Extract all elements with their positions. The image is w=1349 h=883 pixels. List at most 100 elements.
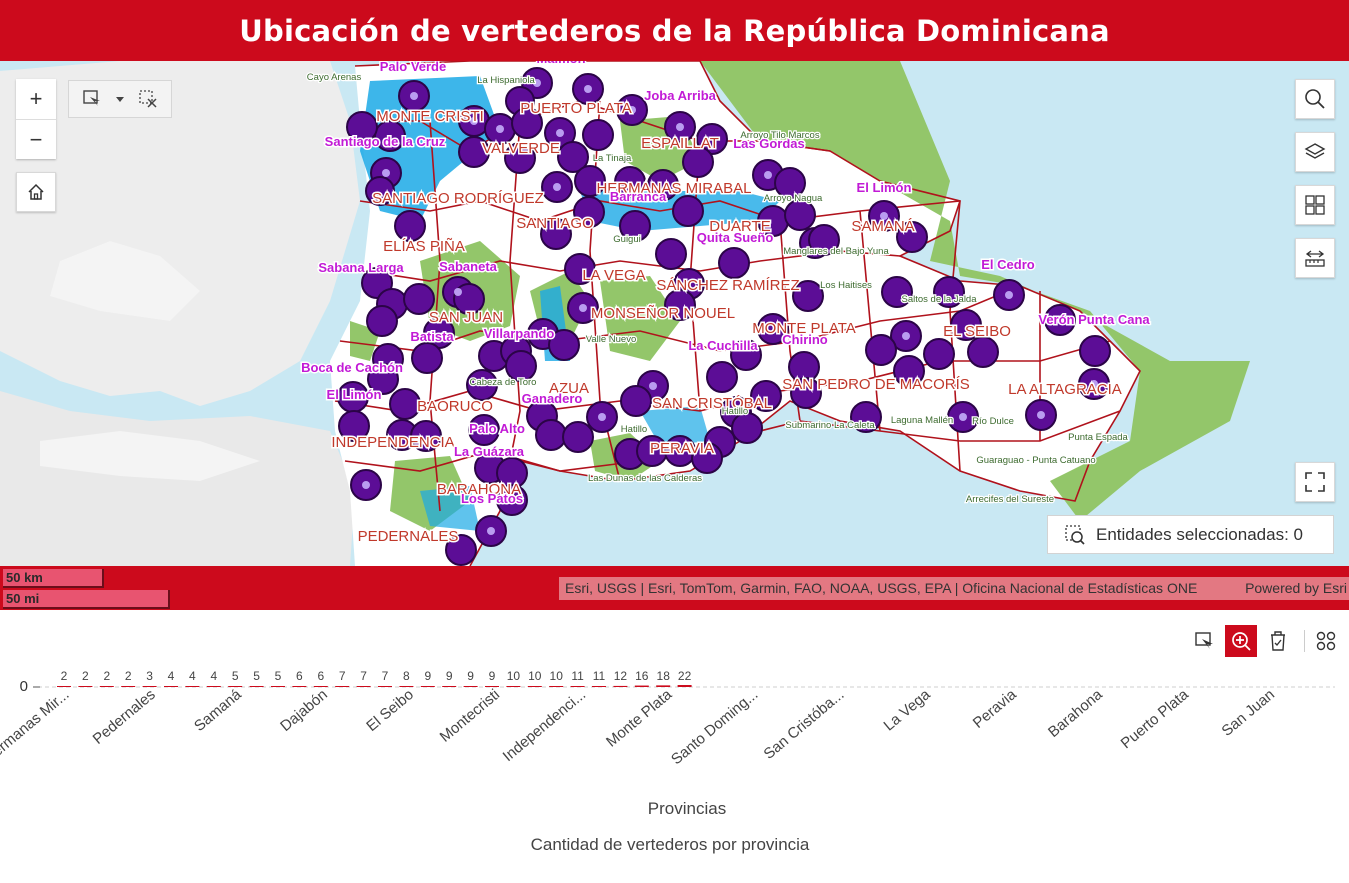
chart-bar[interactable] [185,686,200,687]
scale-km: 50 km [3,569,104,588]
place-label: Maimón [536,61,585,66]
basemap-gallery-button[interactable] [1295,185,1335,225]
chart-bar[interactable] [506,686,521,687]
chart-bar[interactable] [313,686,328,687]
chart-more-options-button[interactable] [1310,625,1342,657]
chart-bar[interactable] [592,686,606,687]
chart-bar[interactable] [399,686,414,687]
area-label: Submarino La Caleta [785,420,875,431]
clear-selection-icon[interactable] [138,89,158,109]
chart-bar[interactable] [335,686,350,687]
selected-features-box[interactable]: Entidades seleccionadas: 0 [1047,515,1334,554]
bar-value-label: 8 [403,669,410,683]
home-icon [28,183,44,200]
chart-bar[interactable] [378,686,392,687]
fullscreen-button[interactable] [1295,462,1335,502]
bar-value-label: 2 [125,669,132,683]
bar-value-label: 10 [528,669,542,683]
chart-bar[interactable] [570,686,585,687]
chart-bar[interactable] [442,686,457,687]
powered-by-link[interactable]: Powered by Esri [1245,580,1347,596]
zoom-control: + − [16,79,56,159]
bar-value-label: 10 [507,669,521,683]
chart-bar[interactable] [527,686,542,687]
x-tick-label: Montecristi [437,686,503,746]
province-label: EL SEIBO [943,323,1011,340]
x-tick-label: Santo Doming... [668,686,761,768]
area-label: Hatillo [722,406,748,417]
chart-bar[interactable] [549,686,564,687]
map-view[interactable]: MONTE CRISTI PUERTO PLATA VALVERDE ESPAI… [0,61,1349,566]
chart-bar[interactable] [356,686,371,687]
chart-bar[interactable] [271,686,285,687]
chart-bar[interactable] [463,686,478,687]
area-label: Arroyo Tilo Marcos [740,130,819,141]
layers-button[interactable] [1295,132,1335,172]
chart-bar[interactable] [228,686,243,687]
chart-bar[interactable] [420,686,435,687]
place-label: La Cuchilla [688,338,758,353]
province-label: VALVERDE [482,140,560,157]
chart-bar[interactable] [121,686,136,687]
bar-value-label: 5 [253,669,260,683]
chart-select-button[interactable] [1188,625,1220,657]
chart-clear-selection-button[interactable] [1262,625,1294,657]
place-label: Los Patos [461,491,523,506]
chart-panel [0,610,1349,883]
area-label: Guigui [613,234,640,245]
place-label: Barranca [610,189,667,204]
map-attribution[interactable]: Esri, USGS | Esri, TomTom, Garmin, FAO, … [559,577,1349,600]
bar-value-label: 5 [232,669,239,683]
search-button[interactable] [1295,79,1335,119]
x-axis-title: Provincias [648,799,726,818]
chart-bar[interactable] [142,686,157,687]
province-label: PERAVIA [650,440,714,457]
chart-bar[interactable] [249,686,264,687]
chart-bar[interactable] [485,686,499,687]
app-header: Ubicación de vertederos de la República … [0,0,1349,61]
zoom-to-selection-icon [1232,632,1251,651]
province-label: SANTIAGO [516,215,594,232]
area-label: Hatillo [621,424,647,435]
chart-bar[interactable] [656,685,671,687]
measure-button[interactable] [1295,238,1335,278]
x-tick-label: Peravia [970,686,1020,732]
chart-bar[interactable] [164,686,178,687]
chart-bar[interactable] [78,686,93,687]
x-tick-label: Hermanas Mir... [0,686,73,767]
zoom-in-button[interactable]: + [29,86,43,111]
selection-toolbar [68,80,172,118]
province-label: SAN CRISTÓBAL [652,395,772,412]
chart-bar[interactable] [292,686,307,687]
chart-title: Cantidad de vertederos por provincia [531,835,810,854]
bar-value-label: 4 [210,669,217,683]
chart-bar[interactable] [57,686,71,687]
bar-value-label: 3 [146,669,153,683]
chart-bar[interactable] [634,685,649,687]
zoom-out-button[interactable]: − [16,119,56,159]
chevron-down-icon[interactable] [115,94,125,104]
province-label: MONTE PLATA [752,320,856,337]
bar-value-label: 2 [61,669,68,683]
chart-bar[interactable] [613,685,628,687]
bar-chart[interactable]: 0 2 2 2 2 3 4 4 4 5 5 5 6 6 7 7 7 8 9 9 9 9 10 10 10 11 11 12 16 18 2… [0,610,1349,883]
select-by-rectangle-icon[interactable] [82,89,102,109]
place-label: Ganadero [522,391,583,406]
place-label: El Limón [857,180,912,195]
province-label: ELÍAS PIÑA [383,238,465,255]
province-label: MONTE CRISTI [376,108,484,125]
province-label: BAORUCO [417,398,493,415]
area-label: Guaraguao - Punta Catuano [976,455,1095,466]
bar-value-label: 9 [489,669,496,683]
measure-icon [1305,250,1325,267]
chart-bar[interactable] [99,686,114,687]
province-label: ESPAILLAT [641,135,719,152]
chart-bar[interactable] [677,685,692,687]
chart-bar[interactable] [206,686,221,687]
bar-value-label: 22 [678,669,692,683]
home-button[interactable] [16,172,56,212]
chart-zoom-selection-button[interactable] [1225,625,1257,657]
place-label: Quita Sueño [697,230,774,245]
province-label: PUERTO PLATA [520,100,631,117]
area-label: Arrecifes del Sureste [966,494,1054,505]
